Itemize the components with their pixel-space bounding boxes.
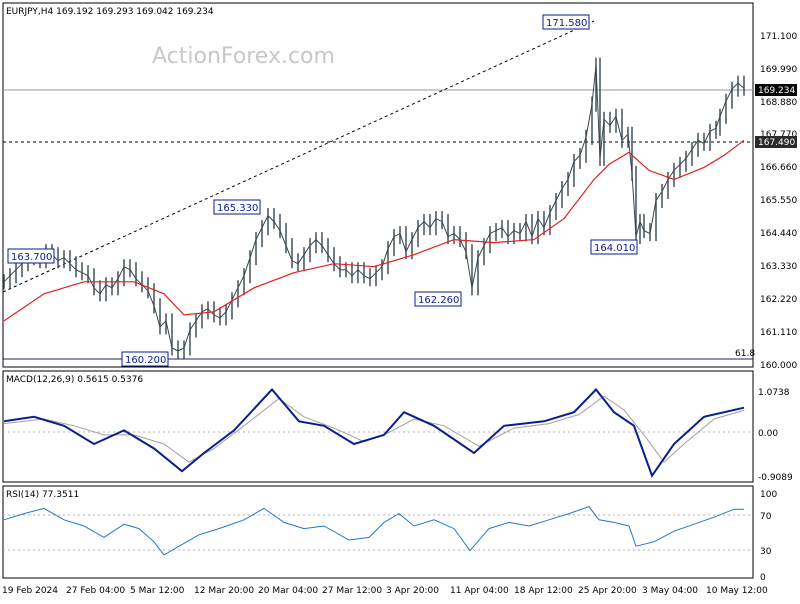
price-tick: 167.770: [760, 130, 797, 140]
time-tick: 12 Mar 20:00: [194, 586, 254, 596]
rsi-label: RSI(14) 77.3511: [6, 490, 79, 500]
macd-panel-frame: [2, 370, 754, 483]
macd-label: MACD(12,26,9) 0.5615 0.5376: [6, 375, 143, 385]
annotation-163700: 163.700: [7, 248, 55, 264]
rsi-line: [3, 506, 744, 556]
macd-tick: -0.9089: [758, 473, 793, 483]
macd-main-line: [3, 387, 745, 478]
time-tick: 25 Apr 20:00: [578, 586, 637, 596]
macd-tick: 1.0738: [758, 388, 790, 398]
price-line: [3, 65, 745, 352]
time-tick: 11 Apr 04:00: [450, 586, 509, 596]
macd-tick: 0.00: [758, 429, 778, 439]
price-tick: 169.990: [760, 65, 797, 75]
price-tick: 160.000: [760, 361, 797, 371]
annotation-160200: 160.200: [121, 351, 169, 367]
symbol-header: EURJPY,H4 169.192 169.293 169.042 169.23…: [6, 7, 214, 17]
price-tick: 171.100: [760, 32, 797, 42]
price-tick: 162.220: [760, 295, 797, 305]
current-price-tag-bg: [755, 84, 797, 96]
time-tick: 5 Mar 12:00: [130, 586, 185, 596]
time-tick: 19 Feb 2024: [2, 586, 58, 596]
time-tick: 27 Feb 04:00: [66, 586, 125, 596]
time-tick: 27 Mar 12:00: [322, 586, 382, 596]
trendline: [2, 20, 595, 293]
annotation-162260: 162.260: [414, 291, 462, 307]
price-panel-frame: [2, 2, 754, 368]
time-tick: 3 May 04:00: [642, 586, 698, 596]
annotation-165330: 165.330: [213, 199, 261, 215]
rsi-panel-frame: [2, 485, 754, 579]
svg-text:163.700: 163.700: [11, 252, 52, 263]
svg-text:171.580: 171.580: [546, 18, 587, 29]
time-axis: 19 Feb 2024 27 Feb 04:00 5 Mar 12:00 12 …: [2, 586, 768, 596]
time-tick: 18 Apr 12:00: [514, 586, 573, 596]
svg-text:160.200: 160.200: [125, 355, 166, 366]
watermark: ActionForex.com: [152, 44, 335, 69]
price-tick: 166.660: [760, 163, 797, 173]
price-tick: 161.110: [760, 328, 797, 338]
rsi-tick: 0: [760, 573, 766, 583]
level-tag: 167.490: [758, 138, 795, 148]
rsi-tick: 30: [760, 547, 772, 557]
time-tick: 10 May 12:00: [706, 586, 768, 596]
macd-signal-line: [3, 395, 745, 463]
rsi-tick: 100: [760, 490, 777, 500]
svg-text:162.260: 162.260: [418, 295, 459, 306]
time-tick: 3 Apr 20:00: [386, 586, 439, 596]
current-price-tag: 169.234: [758, 86, 795, 96]
price-tick: 164.440: [760, 229, 797, 239]
fib-label: 61.8: [735, 349, 755, 359]
price-tick: 163.330: [760, 262, 797, 272]
annotation-164010: 164.010: [590, 239, 638, 255]
svg-text:164.010: 164.010: [594, 243, 635, 254]
price-tick: 168.880: [760, 98, 797, 108]
price-tick: 165.550: [760, 196, 797, 206]
level-tag-bg: [755, 136, 797, 148]
rsi-tick: 70: [760, 512, 772, 522]
time-tick: 20 Mar 04:00: [258, 586, 318, 596]
moving-average-line: [3, 139, 745, 322]
annotation-171580: 171.580: [542, 14, 590, 30]
svg-text:165.330: 165.330: [217, 203, 258, 214]
